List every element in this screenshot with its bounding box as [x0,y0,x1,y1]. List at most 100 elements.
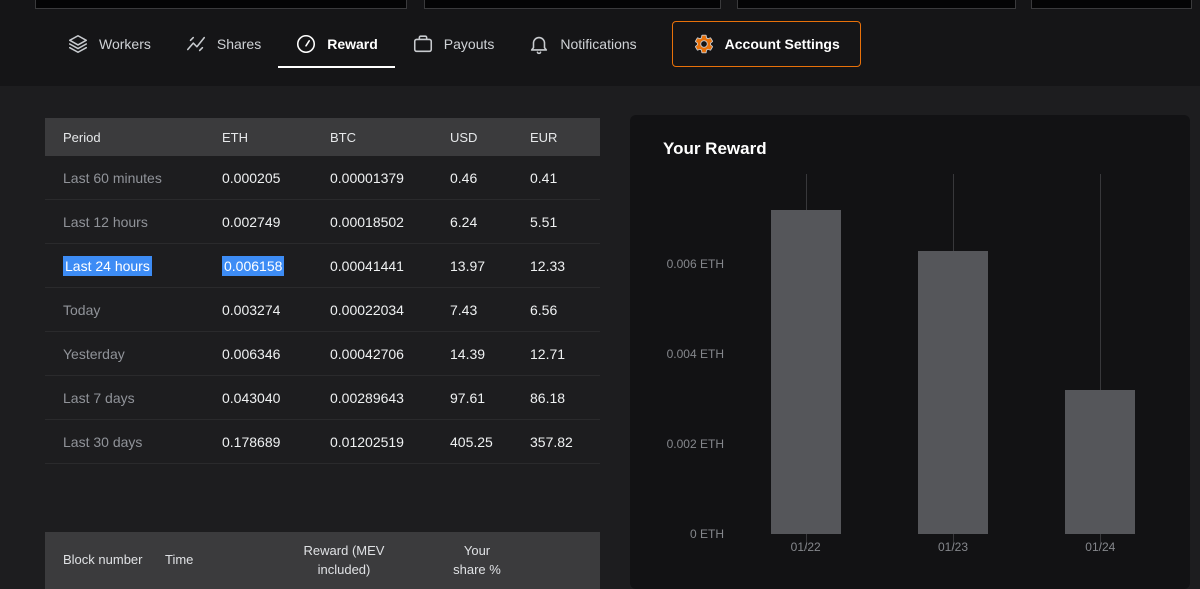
chart-bar-slot: 01/23 [879,174,1026,554]
table-row[interactable]: Last 7 days 0.043040 0.00289643 97.61 86… [45,376,600,420]
eth-cell: 0.003274 [222,301,281,318]
btc-cell: 0.01202519 [330,433,404,450]
y-tick-label: 0 ETH [689,527,724,541]
x-tick-label: 01/22 [790,540,821,554]
chart-yaxis: 0 ETH 0.002 ETH 0.004 ETH 0.006 ETH [660,174,732,541]
y-tick-label: 0.004 ETH [666,347,724,361]
top-navigation: Workers Shares [0,0,1200,86]
gauge-icon [295,33,317,55]
header-eth: ETH [222,129,248,145]
chart-bar-slot: 01/22 [732,174,879,554]
tab-shares[interactable]: Shares [168,20,278,68]
eur-cell: 5.51 [530,213,558,230]
period-cell: Last 24 hours [45,255,222,276]
eur-cell: 357.82 [530,433,573,450]
table-row[interactable]: Last 30 days 0.178689 0.01202519 405.25 … [45,420,600,464]
usd-cell: 97.61 [450,389,486,406]
usd-cell: 7.43 [450,301,478,318]
briefcase-icon [412,33,434,55]
gear-icon [693,33,715,55]
period-cell: Last 12 hours [63,213,148,230]
eur-cell: 12.71 [530,345,566,362]
tab-workers[interactable]: Workers [50,20,168,68]
table-row-selected[interactable]: Last 24 hours 0.006158 0.00041441 13.97 … [45,244,600,288]
eur-cell: 0.41 [530,169,558,186]
eth-cell: 0.043040 [222,389,281,406]
chart-bar[interactable] [770,210,841,534]
layers-icon [67,33,89,55]
x-tick-label: 01/23 [937,540,968,554]
period-cell: Last 7 days [63,389,135,406]
period-cell: Last 60 minutes [63,169,162,186]
table-row[interactable]: Last 60 minutes 0.000205 0.00001379 0.46… [45,156,600,200]
tab-label: Notifications [560,36,637,52]
chart-bar[interactable] [1065,390,1136,534]
tab-bar: Workers Shares [50,20,861,68]
chart-bar[interactable] [917,250,988,534]
header-your-share: Your share % [453,542,501,577]
eth-cell: 0.006346 [222,345,281,362]
vertical-gridline [1100,174,1102,549]
blocks-table-header: Block number Time Reward (MEV included) … [45,532,600,589]
eth-cell: 0.000205 [222,169,281,186]
eur-cell: 6.56 [530,301,558,318]
header-btc: BTC [330,129,356,145]
btc-cell: 0.00042706 [330,345,404,362]
chart-bar-slot: 01/24 [1027,174,1174,554]
period-cell: Yesterday [63,345,125,362]
bar-chart: 0 ETH 0.002 ETH 0.004 ETH 0.006 ETH 01/22 01… [660,174,1174,554]
x-tick-label: 01/24 [1085,540,1116,554]
chart-title: Your Reward [663,139,767,158]
y-tick-label: 0.002 ETH [666,437,724,451]
reward-summary-table: Period ETH BTC USD EUR Last 60 minutes 0… [45,118,600,464]
eur-cell: 86.18 [530,389,566,406]
selected-text: Last 24 hours [63,255,152,276]
tab-label: Workers [99,36,151,52]
header-reward-mev: Reward (MEV included) [303,542,385,577]
btc-cell: 0.00289643 [330,389,404,406]
cutoff-card-4[interactable] [1031,0,1192,9]
table-row[interactable]: Yesterday 0.006346 0.00042706 14.39 12.7… [45,332,600,376]
tab-payouts[interactable]: Payouts [395,20,512,68]
tab-label: Shares [216,36,262,52]
usd-cell: 13.97 [450,257,486,274]
bell-icon [528,33,550,55]
eth-cell: 0.006158 [222,255,330,276]
period-cell: Today [63,301,101,318]
header-period: Period [63,129,101,145]
btc-cell: 0.00018502 [330,213,404,230]
cutoff-card-3[interactable] [737,0,1016,9]
table-row[interactable]: Today 0.003274 0.00022034 7.43 6.56 [45,288,600,332]
eur-cell: 12.33 [530,257,566,274]
cutoff-card-2[interactable] [424,0,721,9]
table-header-row: Period ETH BTC USD EUR [45,118,600,156]
usd-cell: 14.39 [450,345,486,362]
y-tick-label: 0.006 ETH [666,257,724,271]
tab-reward[interactable]: Reward [278,20,395,68]
usd-cell: 0.46 [450,169,478,186]
header-time: Time [165,552,194,568]
tab-account-settings[interactable]: Account Settings [671,21,861,67]
tab-label: Reward [327,36,378,52]
chart-plot: 01/22 01/23 01/24 [732,174,1174,554]
cutoff-card-1[interactable] [35,0,407,9]
tab-label: Payouts [443,36,495,52]
btc-cell: 0.00001379 [330,169,404,186]
tab-notifications[interactable]: Notifications [511,20,653,68]
period-cell: Last 30 days [63,433,143,450]
eth-cell: 0.178689 [222,433,281,450]
tab-label: Account Settings [724,36,840,52]
header-eur: EUR [530,129,558,145]
selected-text: 0.006158 [222,255,285,276]
zigzag-chart-icon [185,33,207,55]
usd-cell: 405.25 [450,433,493,450]
your-reward-card: Your Reward 0 ETH 0.002 ETH 0.004 ETH 0.006… [630,115,1190,589]
btc-cell: 0.00022034 [330,301,404,318]
btc-cell: 0.00041441 [330,257,404,274]
header-usd: USD [450,129,478,145]
header-block-number: Block number [63,552,143,568]
table-row[interactable]: Last 12 hours 0.002749 0.00018502 6.24 5… [45,200,600,244]
usd-cell: 6.24 [450,213,478,230]
eth-cell: 0.002749 [222,213,281,230]
